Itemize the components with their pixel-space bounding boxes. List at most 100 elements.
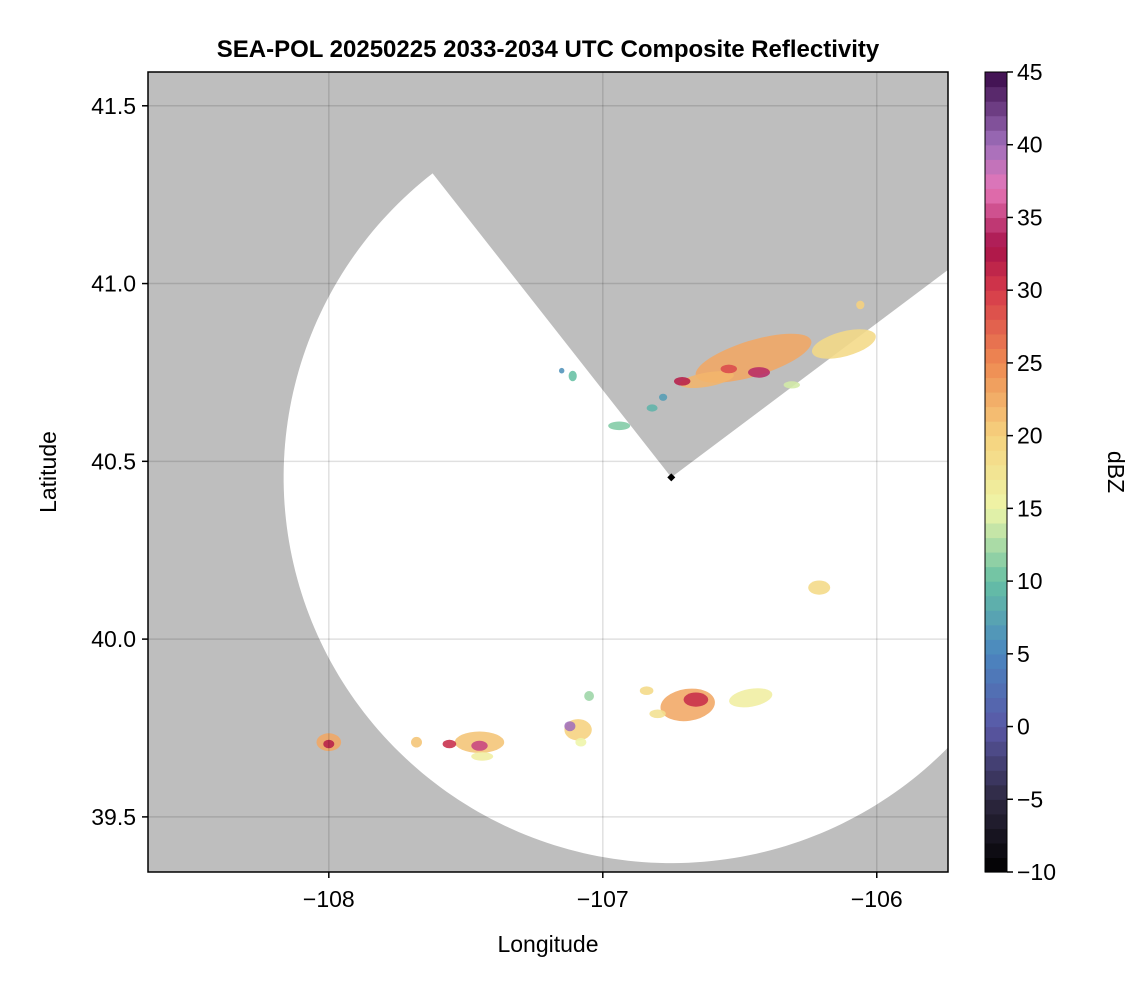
colorbar-segment bbox=[985, 522, 1007, 539]
colorbar-segment bbox=[985, 741, 1007, 757]
echo-cell bbox=[679, 371, 734, 389]
colorbar-tick-label: 35 bbox=[1017, 204, 1043, 230]
colorbar-segment bbox=[985, 304, 1007, 320]
colorbar-tick-label: −10 bbox=[1017, 859, 1056, 885]
echo-cell bbox=[584, 691, 594, 701]
colorbar-segment bbox=[985, 217, 1007, 233]
colorbar-segment bbox=[985, 770, 1007, 786]
echo-cell bbox=[559, 367, 565, 374]
y-axis-ticks: 39.5 40.0 40.5 41.0 41.5 bbox=[91, 93, 148, 830]
colorbar-segment bbox=[985, 581, 1007, 597]
echo-cell bbox=[783, 381, 800, 389]
y-tick-label: 39.5 bbox=[91, 804, 136, 830]
colorbar-segment bbox=[985, 784, 1007, 800]
colorbar-tick-label: 25 bbox=[1017, 350, 1043, 376]
echo-cell bbox=[471, 752, 494, 761]
echo-cell bbox=[411, 736, 422, 748]
colorbar-segment bbox=[985, 712, 1007, 728]
colorbar-segment bbox=[985, 450, 1007, 466]
radar-coverage bbox=[283, 173, 948, 864]
colorbar-segment bbox=[985, 552, 1007, 568]
colorbar-segment bbox=[985, 333, 1007, 349]
y-tick-label: 40.5 bbox=[91, 448, 136, 474]
colorbar-segment bbox=[985, 115, 1007, 131]
colorbar-segment bbox=[985, 668, 1007, 684]
colorbar-segment bbox=[985, 232, 1007, 248]
colorbar-label: dBZ bbox=[1103, 451, 1129, 493]
colorbar-tick-label: −5 bbox=[1017, 786, 1043, 812]
x-axis-label: Longitude bbox=[497, 931, 598, 957]
x-axis-ticks: −108 −107 −106 bbox=[303, 872, 903, 912]
colorbar-segment bbox=[985, 72, 1007, 88]
echo-cell bbox=[811, 329, 876, 359]
colorbar-segment bbox=[985, 682, 1007, 699]
y-tick-label: 40.0 bbox=[91, 626, 136, 652]
echo-cell bbox=[748, 367, 770, 378]
plot-area bbox=[147, 71, 949, 873]
colorbar-segment bbox=[985, 159, 1007, 175]
colorbar-segment bbox=[985, 421, 1007, 437]
echo-cell bbox=[729, 688, 773, 708]
colorbar-tick-label: 20 bbox=[1017, 423, 1043, 449]
colorbar-tick-label: 30 bbox=[1017, 277, 1043, 303]
echo-cell bbox=[471, 740, 488, 751]
colorbar-segment bbox=[985, 857, 1007, 873]
colorbar-tick-label: 10 bbox=[1017, 568, 1043, 594]
colorbar-segment bbox=[985, 144, 1007, 160]
colorbar-segment bbox=[985, 566, 1007, 582]
colorbar-segment bbox=[985, 362, 1007, 379]
colorbar-segment bbox=[985, 493, 1007, 509]
echo-cell bbox=[575, 737, 587, 747]
colorbar-segment bbox=[985, 101, 1007, 117]
colorbar-segment bbox=[985, 377, 1007, 393]
colorbar-segment bbox=[985, 799, 1007, 815]
echo-cell bbox=[564, 721, 576, 732]
echo-cell bbox=[683, 692, 709, 707]
colorbar-segment bbox=[985, 828, 1007, 844]
y-tick-label: 41.0 bbox=[91, 271, 136, 297]
echo-cell bbox=[659, 393, 668, 401]
colorbar-segment bbox=[985, 392, 1007, 408]
colorbar-segment bbox=[985, 319, 1007, 335]
colorbar-tick-label: 45 bbox=[1017, 59, 1043, 85]
x-tick-label: −106 bbox=[851, 886, 903, 912]
echo-cell bbox=[646, 404, 658, 412]
colorbar-segment bbox=[985, 595, 1007, 611]
chart-title: SEA-POL 20250225 2033-2034 UTC Composite… bbox=[217, 36, 880, 63]
echo-cell bbox=[808, 580, 831, 595]
colorbar-segment bbox=[985, 639, 1007, 655]
y-tick-label: 41.5 bbox=[91, 93, 136, 119]
grid-lines bbox=[148, 72, 948, 872]
colorbar-segment bbox=[985, 653, 1007, 669]
colorbar-segment bbox=[985, 435, 1007, 451]
plot-frame bbox=[147, 71, 949, 873]
echo-cell bbox=[323, 739, 335, 749]
colorbar-tick-label: 40 bbox=[1017, 132, 1043, 158]
colorbar-gradient bbox=[985, 72, 1007, 873]
colorbar-segment bbox=[985, 261, 1007, 277]
colorbar-segment bbox=[985, 188, 1007, 204]
colorbar: −10 −5 0 5 10 15 20 25 30 35 40 45 dBZ bbox=[984, 59, 1129, 885]
echo-cell bbox=[608, 421, 631, 431]
colorbar-segment bbox=[985, 537, 1007, 553]
colorbar-segment bbox=[985, 479, 1007, 495]
colorbar-segment bbox=[985, 697, 1007, 713]
colorbar-segment bbox=[985, 173, 1007, 189]
colorbar-segment bbox=[985, 813, 1007, 829]
x-tick-label: −107 bbox=[577, 886, 629, 912]
echo-cell bbox=[856, 300, 865, 310]
x-tick-label: −108 bbox=[303, 886, 355, 912]
colorbar-segment bbox=[985, 610, 1007, 626]
radar-site-marker bbox=[667, 473, 676, 482]
echo-cell bbox=[720, 364, 737, 374]
colorbar-segment bbox=[985, 406, 1007, 422]
colorbar-segment bbox=[985, 842, 1007, 859]
colorbar-segment bbox=[985, 290, 1007, 306]
colorbar-segment bbox=[985, 755, 1007, 771]
colorbar-segment bbox=[985, 464, 1007, 480]
y-axis-label: Latitude bbox=[35, 431, 61, 513]
colorbar-tick-label: 15 bbox=[1017, 495, 1043, 521]
echo-cell bbox=[639, 686, 654, 695]
colorbar-ticks: −10 −5 0 5 10 15 20 25 30 35 40 45 bbox=[1007, 59, 1056, 885]
